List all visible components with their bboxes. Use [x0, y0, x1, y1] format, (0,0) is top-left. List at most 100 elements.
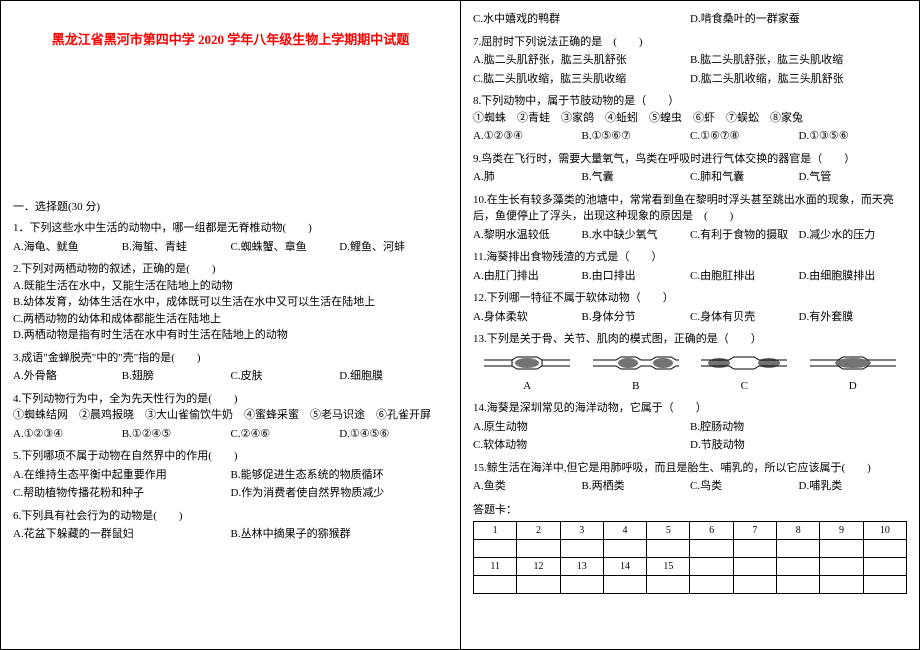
q5-opt-b: B.能够促进生态系统的物质循环	[231, 467, 449, 484]
grid-cell	[690, 557, 733, 575]
q15-opt-a: A.鱼类	[473, 478, 582, 495]
grid-cell	[647, 575, 690, 593]
grid-h15: 15	[647, 557, 690, 575]
q11-stem: 11.海葵排出食物残渣的方式是（ ）	[473, 249, 907, 266]
q6-opt-c: C.水中嬉戏的鸭群	[473, 11, 690, 28]
grid-cell	[560, 575, 603, 593]
grid-cell	[603, 575, 646, 593]
question-10: 10.在生长有较多藻类的池塘中，常常看到鱼在黎明时浮头甚至跳出水面的现象，而天亮…	[473, 192, 907, 244]
grid-h11: 11	[474, 557, 517, 575]
q14-opt-d: D.节肢动物	[690, 437, 907, 454]
question-8: 8.下列动物中，属于节肢动物的是（ ） ①蜘蛛 ②青蛙 ③家鸽 ④蚯蚓 ⑤蝗虫 …	[473, 93, 907, 145]
grid-cell	[474, 539, 517, 557]
diagram-c-icon	[699, 352, 789, 374]
q5-options-row2: C.帮助植物传播花粉和种子D.作为消费者使自然界物质减少	[13, 485, 448, 502]
question-15: 15.鲸生活在海洋中,但它是用肺呼吸，而且是胎生、哺乳的，所以它应该属于( ) …	[473, 460, 907, 495]
grid-cell	[560, 539, 603, 557]
q14-opt-b: B.腔肠动物	[690, 419, 907, 436]
grid-cell	[517, 539, 560, 557]
grid-h13: 13	[560, 557, 603, 575]
question-12: 12.下列哪一特征不属于软体动物（ ） A.身体柔软B.身体分节C.身体有贝壳D…	[473, 290, 907, 325]
grid-cell	[474, 575, 517, 593]
grid-cell	[777, 575, 820, 593]
q7-opt-c: C.肱二头肌收缩，肱三头肌收缩	[473, 71, 690, 88]
q9-options: A.肺B.气囊C.肺和气囊D.气管	[473, 169, 907, 186]
answer-card-label: 答题卡：	[473, 501, 907, 517]
q5-opt-c: C.帮助植物传播花粉和种子	[13, 485, 231, 502]
q7-opt-a: A.肱二头肌舒张，肱三头肌舒张	[473, 52, 690, 69]
q8-opt-d: D.①③⑤⑥	[799, 128, 908, 145]
answer-grid-header-2: 11 12 13 14 15	[474, 557, 907, 575]
q12-opt-b: B.身体分节	[582, 309, 691, 326]
q11-opt-a: A.由肛门排出	[473, 268, 582, 285]
q15-opt-b: B.两栖类	[582, 478, 691, 495]
q15-stem: 15.鲸生活在海洋中,但它是用肺呼吸，而且是胎生、哺乳的，所以它应该属于( )	[473, 460, 907, 477]
q4-opt-b: B.①②④⑤	[122, 426, 231, 443]
q3-options: A.外骨骼B.翅膀C.皮肤D.细胞膜	[13, 368, 448, 385]
q14-row1: A.原生动物B.腔肠动物	[473, 419, 907, 436]
q8-list: ①蜘蛛 ②青蛙 ③家鸽 ④蚯蚓 ⑤蝗虫 ⑥虾 ⑦蜈蚣 ⑧家兔	[473, 110, 907, 127]
q12-options: A.身体柔软B.身体分节C.身体有贝壳D.有外套膜	[473, 309, 907, 326]
q7-stem: 7.屈肘时下列说法正确的是 ( )	[473, 34, 907, 51]
q2-opt-c: C.两栖动物的幼体和成体都能生活在陆地上	[13, 311, 448, 328]
q7-opt-d: D.肱二头肌收缩，肱三头肌舒张	[690, 71, 907, 88]
question-5: 5.下列哪项不属于动物在自然界中的作用( ) A.在维持生态平衡中起重要作用B.…	[13, 448, 448, 502]
q10-opt-d: D.减少水的压力	[799, 227, 908, 244]
grid-cell	[820, 557, 863, 575]
grid-h6: 6	[690, 521, 733, 539]
q9-opt-c: C.肺和气囊	[690, 169, 799, 186]
q9-opt-a: A.肺	[473, 169, 582, 186]
diagram-b-icon	[591, 352, 681, 374]
grid-cell	[863, 539, 906, 557]
question-2: 2.下列对两栖动物的叙述，正确的是( ) A.既能生活在水中，又能生活在陆地上的…	[13, 261, 448, 344]
q5-stem: 5.下列哪项不属于动物在自然界中的作用( )	[13, 448, 448, 465]
page-left-column: 黑龙江省黑河市第四中学 2020 学年八年级生物上学期期中试题 一．选择题(30…	[0, 0, 460, 650]
q10-options: A.黎明水温较低B.水中缺少氧气C.有利于食物的摄取D.减少水的压力	[473, 227, 907, 244]
q2-opt-d: D.两栖动物是指有时生活在水中有时生活在陆地上的动物	[13, 327, 448, 344]
q3-opt-c: C.皮肤	[231, 368, 340, 385]
grid-cell	[603, 539, 646, 557]
grid-h12: 12	[517, 557, 560, 575]
answer-grid-row-2	[474, 575, 907, 593]
answer-grid-row-1	[474, 539, 907, 557]
q3-opt-a: A.外骨骼	[13, 368, 122, 385]
q11-opt-c: C.由胞肛排出	[690, 268, 799, 285]
q7-opt-b: B.肱二头肌舒张，肱三头肌收缩	[690, 52, 907, 69]
q13-label-c: C	[699, 378, 789, 395]
q10-opt-c: C.有利于食物的摄取	[690, 227, 799, 244]
grid-cell	[863, 575, 906, 593]
q1-opt-c: C.蜘蛛蟹、章鱼	[231, 239, 340, 256]
question-1: 1．下列这些水中生活的动物中，哪一组都是无脊椎动物( ) A.海龟、鱿鱼B.海蜇…	[13, 220, 448, 255]
q5-opt-a: A.在维持生态平衡中起重要作用	[13, 467, 231, 484]
question-6-cont: C.水中嬉戏的鸭群D.啃食桑叶的一群家蚕	[473, 11, 907, 28]
q13-diagrams	[473, 352, 907, 374]
q12-opt-c: C.身体有贝壳	[690, 309, 799, 326]
q7-row1: A.肱二头肌舒张，肱三头肌舒张B.肱二头肌舒张，肱三头肌收缩	[473, 52, 907, 69]
q3-stem: 3.成语"金蝉脱壳"中的"壳"指的是( )	[13, 350, 448, 367]
q13-label-d: D	[808, 378, 898, 395]
q13-label-b: B	[591, 378, 681, 395]
q9-stem: 9.鸟类在飞行时，需要大量氧气，鸟类在呼吸时进行气体交换的器官是（ ）	[473, 151, 907, 168]
page-right-column: C.水中嬉戏的鸭群D.啃食桑叶的一群家蚕 7.屈肘时下列说法正确的是 ( ) A…	[460, 0, 920, 650]
grid-cell	[690, 575, 733, 593]
grid-cell	[820, 539, 863, 557]
q15-opt-c: C.鸟类	[690, 478, 799, 495]
grid-cell	[777, 539, 820, 557]
q8-opt-b: B.①⑤⑥⑦	[582, 128, 691, 145]
grid-cell	[517, 575, 560, 593]
section-1-heading: 一．选择题(30 分)	[13, 198, 448, 214]
grid-h4: 4	[603, 521, 646, 539]
q6-opt-b: B.丛林中摘果子的猕猴群	[231, 526, 449, 543]
grid-cell	[820, 575, 863, 593]
q13-stem: 13.下列是关于骨、关节、肌肉的模式图，正确的是（ ）	[473, 331, 907, 348]
grid-h3: 3	[560, 521, 603, 539]
grid-cell	[733, 557, 776, 575]
question-7: 7.屈肘时下列说法正确的是 ( ) A.肱二头肌舒张，肱三头肌舒张B.肱二头肌舒…	[473, 34, 907, 88]
grid-h8: 8	[777, 521, 820, 539]
q11-opt-d: D.由细胞膜排出	[799, 268, 908, 285]
q4-stem: 4.下列动物行为中，全为先天性行为的是( )	[13, 391, 448, 408]
grid-h7: 7	[733, 521, 776, 539]
q1-options: A.海龟、鱿鱼B.海蜇、青蛙C.蜘蛛蟹、章鱼D.鲤鱼、河蚌	[13, 239, 448, 256]
q4-opt-d: D.①④⑤⑥	[339, 426, 448, 443]
exam-title: 黑龙江省黑河市第四中学 2020 学年八年级生物上学期期中试题	[13, 29, 448, 48]
